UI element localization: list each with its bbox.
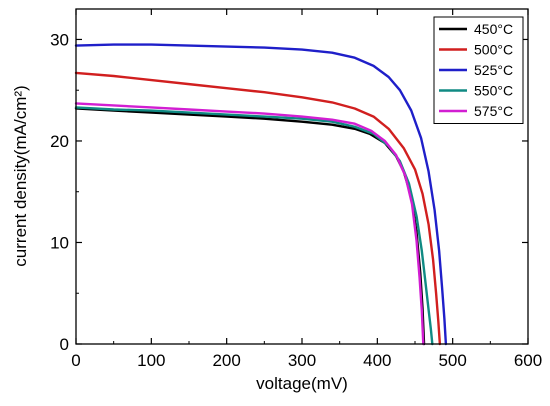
x-tick-label-5: 500 — [438, 351, 466, 370]
series-line-4 — [74, 102, 425, 346]
y-tick-label-1: 10 — [50, 233, 69, 252]
x-tick-label-2: 200 — [212, 351, 240, 370]
x-tick-label-6: 600 — [514, 351, 542, 370]
y-tick-label-3: 30 — [50, 30, 69, 49]
legend-label-2: 525°C — [474, 62, 513, 78]
series-line-2 — [74, 43, 448, 346]
legend-label-4: 575°C — [474, 103, 513, 119]
series-layer — [74, 43, 448, 346]
x-axis-title: voltage(mV) — [256, 374, 348, 393]
legend: 450°C 500°C 525°C 550°C 575°C — [433, 16, 524, 124]
x-tick-label-4: 400 — [363, 351, 391, 370]
tick-layer: 0 100 200 300 400 500 600 0 10 20 30 — [50, 9, 542, 370]
legend-label-3: 550°C — [474, 83, 513, 99]
x-tick-label-0: 0 — [71, 351, 80, 370]
y-tick-label-2: 20 — [50, 132, 69, 151]
x-tick-label-3: 300 — [288, 351, 316, 370]
y-tick-label-0: 0 — [60, 335, 69, 354]
y-axis-title: current density(mA/cm²) — [11, 85, 30, 266]
series-line-1 — [74, 71, 442, 346]
legend-label-1: 500°C — [474, 42, 513, 58]
x-tick-label-1: 100 — [137, 351, 165, 370]
legend-label-0: 450°C — [474, 21, 513, 37]
